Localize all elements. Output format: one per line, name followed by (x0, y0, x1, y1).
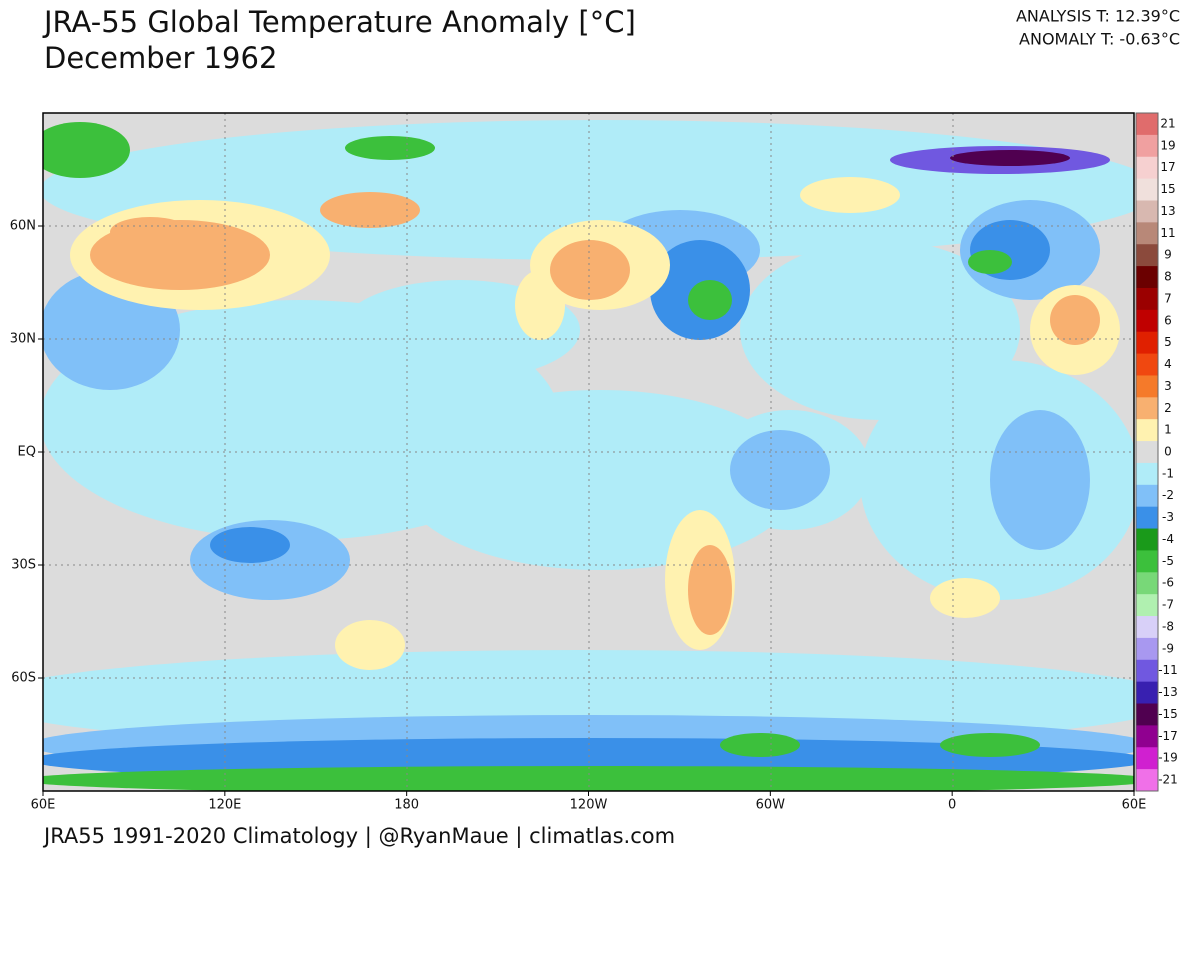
colorbar-label: 15 (1160, 182, 1175, 196)
colorbar-cell (1136, 769, 1158, 792)
colorbar-cell (1136, 222, 1158, 245)
colorbar-label: -5 (1162, 554, 1174, 568)
colorbar-cell (1136, 572, 1158, 595)
subtitle: December 1962 (44, 41, 277, 75)
map-field (43, 113, 1134, 791)
lon-label: 60E (1122, 798, 1147, 813)
colorbar-label: 0 (1164, 445, 1172, 459)
colorbar-label: -15 (1158, 707, 1178, 721)
colorbar-label: 4 (1164, 357, 1172, 371)
colorbar-label: -8 (1162, 619, 1174, 633)
colorbar-cell (1136, 266, 1158, 289)
colorbar-label: 19 (1160, 138, 1175, 152)
colorbar-label: -11 (1158, 663, 1178, 677)
analysis-temp: ANALYSIS T: 12.39°C (1016, 7, 1180, 26)
colorbar-cell (1136, 703, 1158, 726)
colorbar-cell (1136, 353, 1158, 376)
colorbar-label: -6 (1162, 576, 1174, 590)
lon-label: 120W (570, 798, 608, 813)
colorbar: 2119171513119876543210-1-2-3-4-5-6-7-8-9… (1135, 112, 1178, 792)
colorbar-cell (1136, 616, 1158, 639)
colorbar-label: -2 (1162, 488, 1174, 502)
colorbar-label: 7 (1164, 291, 1172, 305)
colorbar-cell (1136, 309, 1158, 333)
colorbar-label: 17 (1160, 160, 1175, 174)
colorbar-label: 9 (1164, 248, 1172, 262)
colorbar-cell (1136, 397, 1158, 420)
colorbar-label: 13 (1160, 204, 1175, 218)
lat-label: EQ (18, 445, 36, 460)
colorbar-cell (1136, 681, 1158, 705)
colorbar-label: 11 (1160, 226, 1175, 240)
colorbar-label: -19 (1158, 751, 1178, 765)
colorbar-cell (1136, 725, 1158, 748)
colorbar-cell (1136, 113, 1158, 136)
colorbar-cell (1136, 244, 1158, 267)
colorbar-label: -13 (1158, 685, 1178, 699)
lon-label: 0 (948, 798, 956, 813)
lat-label: 30N (10, 332, 36, 347)
anomaly-temp: ANOMALY T: -0.63°C (1019, 30, 1180, 49)
colorbar-cell (1136, 506, 1158, 530)
lat-label: 60S (11, 671, 36, 686)
colorbar-label: -21 (1158, 773, 1178, 787)
lon-label: 60W (756, 798, 786, 813)
colorbar-label: -17 (1158, 729, 1178, 743)
colorbar-frame (1135, 112, 1159, 792)
colorbar-label: -4 (1162, 532, 1174, 546)
colorbar-cell (1136, 550, 1158, 573)
colorbar-label: 1 (1164, 423, 1172, 437)
colorbar-label: 2 (1164, 401, 1172, 415)
colorbar-label: -3 (1162, 510, 1174, 524)
lat-label: 60N (10, 219, 36, 234)
lon-label: 180 (394, 798, 419, 813)
colorbar-label: 6 (1164, 313, 1172, 327)
colorbar-cell (1136, 156, 1158, 180)
lat-label: 30S (11, 558, 36, 573)
colorbar-cell (1136, 287, 1158, 311)
colorbar-cell (1136, 375, 1158, 398)
colorbar-cell (1136, 484, 1158, 508)
colorbar-cell (1136, 528, 1158, 551)
colorbar-label: 21 (1160, 116, 1175, 130)
colorbar-cell (1136, 178, 1158, 201)
colorbar-cell (1136, 747, 1158, 770)
colorbar-cell (1136, 200, 1158, 223)
colorbar-label: 5 (1164, 335, 1172, 349)
colorbar-cell (1136, 462, 1158, 486)
footer: JRA55 1991-2020 Climatology | @RyanMaue … (42, 824, 675, 849)
colorbar-cell (1136, 637, 1158, 661)
colorbar-label: -1 (1162, 466, 1174, 480)
title: JRA-55 Global Temperature Anomaly [°C] (42, 5, 636, 39)
colorbar-label: 3 (1164, 379, 1172, 393)
colorbar-cell (1136, 659, 1158, 683)
colorbar-label: -9 (1162, 641, 1174, 655)
colorbar-cell (1136, 134, 1158, 158)
colorbar-cell (1136, 419, 1158, 442)
colorbar-cell (1136, 594, 1158, 617)
lon-label: 60E (31, 798, 56, 813)
colorbar-label: -7 (1162, 598, 1174, 612)
colorbar-cell (1136, 331, 1158, 355)
colorbar-label: 8 (1164, 270, 1172, 284)
colorbar-cell (1136, 441, 1158, 464)
lon-label: 120E (208, 798, 241, 813)
